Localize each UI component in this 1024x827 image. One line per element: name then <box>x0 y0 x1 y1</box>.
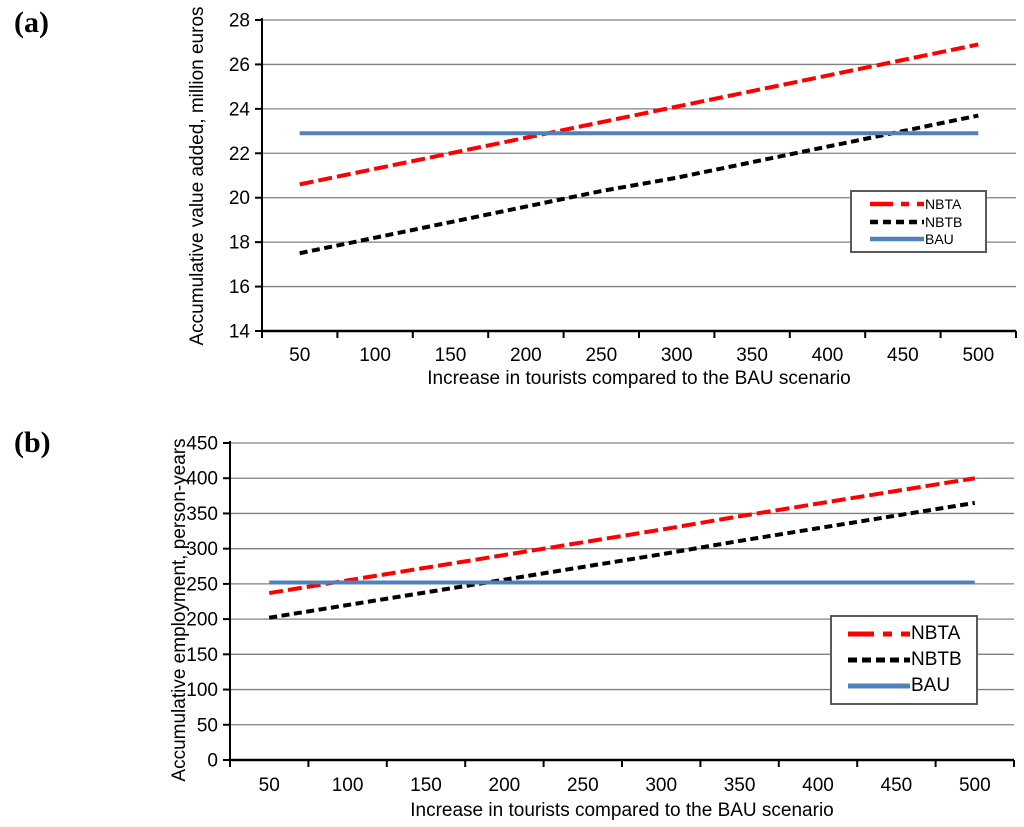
svg-text:400: 400 <box>812 345 844 366</box>
svg-text:200: 200 <box>510 345 542 366</box>
chart-a-x-axis-title: Increase in tourists compared to the BAU… <box>427 368 850 389</box>
svg-text:100: 100 <box>359 345 391 366</box>
legend-item-bau: BAU <box>832 675 976 697</box>
legend-label-nbtb: NBTB <box>911 649 962 670</box>
legend-label-nbtb: NBTB <box>925 213 963 230</box>
legend-item-bau: BAU <box>852 231 985 247</box>
svg-text:450: 450 <box>881 775 913 796</box>
bau-line-sample-icon <box>870 237 924 242</box>
svg-text:22: 22 <box>229 144 250 165</box>
svg-text:100: 100 <box>332 775 364 796</box>
svg-text:350: 350 <box>736 345 768 366</box>
svg-text:16: 16 <box>229 277 250 298</box>
chart-a-canvas: Accumulative value added, million euros … <box>187 6 1017 389</box>
svg-text:24: 24 <box>229 99 251 120</box>
svg-text:50: 50 <box>259 775 280 796</box>
svg-text:500: 500 <box>962 345 994 366</box>
panel-b: (b) Accumulative employment, person-year… <box>0 412 1024 827</box>
legend-item-nbtb: NBTB <box>832 649 976 671</box>
chart-b-canvas: Accumulative employment, person-years In… <box>169 434 1015 821</box>
panel-a-label: (a) <box>14 6 49 39</box>
svg-text:0: 0 <box>207 751 218 772</box>
chart-b-legend: NBTA NBTB BAU <box>830 615 978 705</box>
svg-text:200: 200 <box>186 610 218 631</box>
chart-b-y-axis-title: Accumulative employment, person-years <box>169 438 190 781</box>
svg-text:400: 400 <box>186 469 218 490</box>
legend-item-nbtb: NBTB <box>852 214 985 230</box>
svg-text:500: 500 <box>959 775 991 796</box>
bau-line-sample-icon <box>848 683 910 689</box>
svg-text:350: 350 <box>186 504 218 525</box>
svg-text:450: 450 <box>887 345 919 366</box>
legend-label-nbta: NBTA <box>911 623 961 644</box>
svg-text:150: 150 <box>410 775 442 796</box>
svg-text:400: 400 <box>802 775 834 796</box>
svg-text:50: 50 <box>289 345 310 366</box>
svg-text:20: 20 <box>229 188 250 209</box>
chart-b-x-axis-title: Increase in tourists compared to the BAU… <box>410 800 833 821</box>
svg-text:28: 28 <box>229 11 250 32</box>
svg-text:26: 26 <box>229 55 250 76</box>
svg-text:18: 18 <box>229 233 250 254</box>
svg-text:50: 50 <box>197 715 218 736</box>
nbta-line-sample-icon <box>870 201 924 206</box>
chart-a-legend: NBTA NBTB BAU <box>850 190 987 253</box>
legend-label-bau: BAU <box>925 231 954 248</box>
svg-text:300: 300 <box>661 345 693 366</box>
svg-text:100: 100 <box>186 680 218 701</box>
legend-item-nbta: NBTA <box>832 623 976 645</box>
panel-b-label: (b) <box>14 426 51 459</box>
svg-text:250: 250 <box>585 345 617 366</box>
svg-text:350: 350 <box>724 775 756 796</box>
svg-text:150: 150 <box>186 645 218 666</box>
svg-text:14: 14 <box>229 322 251 343</box>
nbtb-line-sample-icon <box>870 219 924 224</box>
nbta-line-sample-icon <box>848 631 910 637</box>
svg-text:200: 200 <box>489 775 521 796</box>
panel-a: (a) Accumulative value added, million eu… <box>0 0 1024 412</box>
svg-text:250: 250 <box>186 574 218 595</box>
legend-item-nbta: NBTA <box>852 196 985 212</box>
svg-text:150: 150 <box>435 345 467 366</box>
chart-a-y-axis-title: Accumulative value added, million euros <box>187 6 208 345</box>
svg-text:300: 300 <box>645 775 677 796</box>
svg-text:300: 300 <box>186 539 218 560</box>
legend-label-bau: BAU <box>911 675 951 696</box>
nbtb-line-sample-icon <box>848 657 910 663</box>
svg-text:450: 450 <box>186 434 218 455</box>
legend-label-nbta: NBTA <box>925 195 962 212</box>
svg-text:250: 250 <box>567 775 599 796</box>
